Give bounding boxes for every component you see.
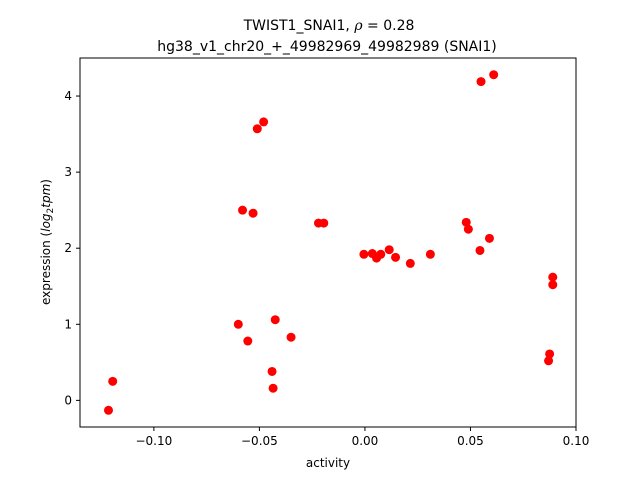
data-point: [286, 332, 296, 342]
data-point: [425, 249, 435, 259]
y-axis-label: expression (log2tpm): [39, 179, 56, 305]
y-tick-label: 2: [64, 241, 72, 255]
data-point: [270, 315, 280, 325]
data-point: [463, 224, 473, 234]
data-point: [359, 249, 369, 259]
data-point: [108, 376, 118, 386]
data-point: [548, 272, 558, 282]
plot-area: [79, 57, 577, 428]
data-point: [233, 319, 243, 329]
y-axis-ticks: 0 1 2 3 4: [64, 89, 80, 407]
y-tick-label: 0: [64, 393, 72, 407]
y-tick-label: 1: [64, 317, 72, 331]
x-axis-ticks: −0.10 −0.05 0.00 0.05 0.10: [135, 427, 589, 448]
data-point: [476, 77, 486, 87]
data-point: [259, 117, 269, 127]
x-tick-label: 0.00: [352, 434, 379, 448]
data-point: [238, 205, 248, 215]
data-point: [548, 280, 558, 290]
data-point: [391, 252, 401, 262]
data-point: [544, 356, 554, 366]
chart-title-line2: hg38_v1_chr20_+_49982969_49982989 (SNAI1…: [157, 39, 497, 55]
y-tick-label: 3: [64, 165, 72, 179]
data-point: [319, 218, 329, 228]
data-points: [103, 70, 558, 415]
chart-title-line1: TWIST1_SNAI1, ρ = 0.28: [243, 18, 415, 34]
data-point: [489, 70, 499, 80]
data-point: [405, 258, 415, 268]
data-point: [243, 336, 253, 346]
x-tick-label: −0.05: [241, 434, 278, 448]
x-tick-label: 0.05: [457, 434, 484, 448]
data-point: [376, 249, 386, 259]
data-point: [268, 383, 278, 393]
y-tick-label: 4: [64, 89, 72, 103]
data-point: [545, 349, 555, 359]
data-point: [267, 366, 277, 376]
data-point: [252, 124, 262, 134]
data-point: [248, 208, 258, 218]
data-point: [461, 217, 471, 227]
data-point: [475, 245, 485, 255]
data-point: [103, 405, 113, 415]
data-point: [484, 233, 494, 243]
x-axis-label: activity: [306, 456, 350, 470]
x-tick-label: −0.10: [135, 434, 172, 448]
x-tick-label: 0.10: [563, 434, 590, 448]
data-point: [384, 245, 394, 255]
